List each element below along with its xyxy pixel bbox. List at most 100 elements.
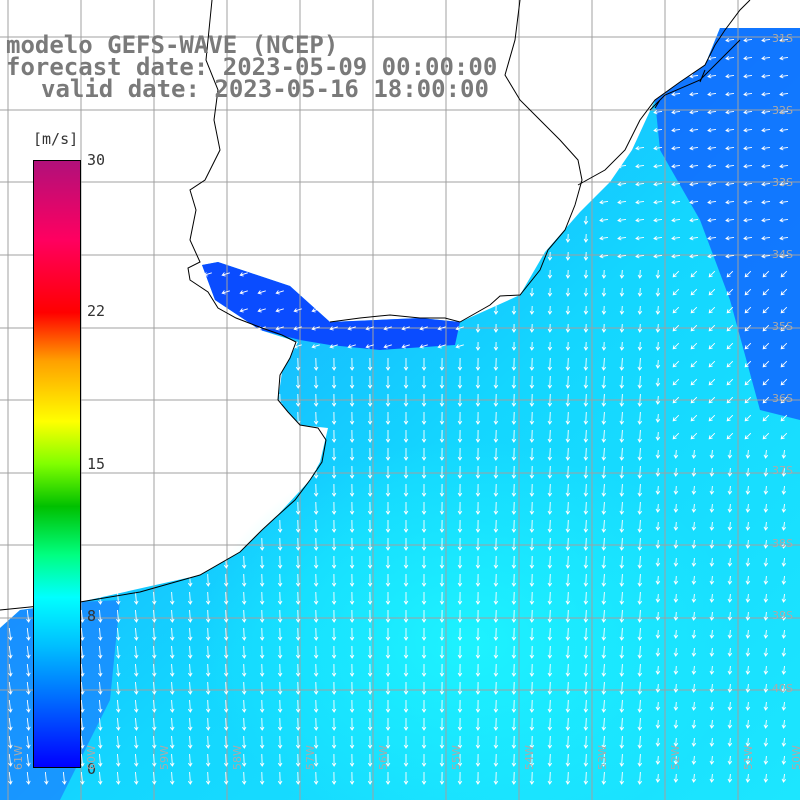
wind-arrow — [259, 717, 265, 731]
wind-arrow — [187, 591, 193, 605]
wind-arrow — [493, 681, 499, 695]
wind-arrow — [583, 251, 589, 261]
wind-arrow — [617, 217, 627, 223]
wind-arrow — [619, 519, 625, 533]
wind-arrow — [547, 573, 553, 587]
wind-arrow — [672, 342, 680, 350]
wind-arrow — [691, 539, 697, 549]
wind-arrow — [781, 719, 787, 729]
wind-arrow — [349, 519, 355, 533]
lat-label: 32S — [772, 104, 793, 117]
wind-arrow — [583, 663, 589, 677]
wind-arrow — [421, 448, 427, 461]
wind-arrow — [617, 181, 627, 187]
wind-arrow — [475, 375, 481, 389]
wind-arrow — [583, 357, 589, 371]
wind-arrow — [637, 305, 643, 315]
wind-arrow — [619, 699, 625, 713]
wind-arrow — [727, 575, 733, 585]
wind-arrow — [493, 555, 499, 569]
wind-arrow — [26, 609, 31, 623]
wind-arrow — [565, 269, 571, 279]
wind-arrow — [708, 342, 716, 350]
wind-arrow — [439, 555, 445, 569]
wind-arrow — [475, 663, 481, 677]
wind-arrow — [672, 288, 680, 296]
wind-arrow — [295, 771, 301, 785]
wind-arrow — [419, 326, 428, 331]
wind-arrow — [403, 718, 409, 731]
wind-arrow — [565, 519, 571, 533]
map-title-line3: valid date: 2023-05-16 18:00:00 — [41, 75, 489, 103]
wind-arrow — [347, 326, 356, 331]
wind-arrow — [709, 773, 715, 783]
wind-arrow — [763, 665, 769, 675]
wind-arrow — [762, 270, 770, 278]
wind-arrow — [349, 645, 355, 659]
wind-arrow — [385, 664, 391, 677]
wind-arrow — [187, 699, 193, 713]
wind-arrow — [673, 593, 679, 603]
wind-arrow — [152, 627, 157, 641]
wind-arrow — [655, 359, 661, 369]
wind-arrow — [601, 483, 607, 497]
wind-arrow — [779, 109, 789, 115]
wind-arrow — [475, 591, 481, 605]
wind-arrow — [744, 414, 752, 422]
wind-arrow — [277, 555, 283, 569]
wind-arrow — [277, 519, 283, 533]
wind-arrow — [691, 467, 697, 477]
wind-arrow — [349, 573, 355, 587]
wind-arrow — [653, 253, 663, 259]
wind-arrow — [277, 735, 283, 749]
wind-arrow — [635, 217, 645, 223]
wind-arrow — [295, 717, 301, 731]
wind-arrow — [313, 627, 319, 641]
wind-arrow — [565, 555, 571, 569]
wind-arrow — [401, 344, 410, 349]
wind-arrow — [403, 646, 409, 659]
wind-arrow — [421, 358, 427, 371]
wind-arrow — [493, 717, 499, 731]
wind-arrow — [457, 699, 463, 713]
wind-arrow — [601, 269, 607, 279]
wind-arrow — [511, 501, 517, 515]
wind-arrow — [726, 396, 734, 404]
wind-arrow — [691, 683, 697, 693]
wind-arrow — [547, 357, 553, 371]
wind-arrow — [725, 163, 735, 169]
wind-arrow — [744, 360, 752, 368]
wind-arrow — [709, 683, 715, 693]
wind-arrow — [727, 449, 733, 459]
wind-arrow — [655, 557, 661, 567]
wind-arrow — [565, 771, 571, 785]
lon-label: 57W — [304, 745, 317, 770]
wind-arrow — [367, 537, 373, 551]
wind-arrow — [727, 611, 733, 621]
wind-arrow — [259, 591, 265, 605]
wind-arrow — [493, 357, 499, 371]
wind-arrow — [313, 753, 319, 767]
wind-arrow — [169, 663, 175, 677]
wind-arrow — [187, 735, 193, 749]
wind-arrow — [779, 181, 789, 187]
wind-arrow — [439, 663, 445, 677]
coastline-east — [577, 0, 751, 186]
wind-arrow — [403, 754, 409, 767]
wind-arrow — [511, 447, 517, 461]
wind-arrow — [439, 411, 445, 425]
wind-arrow — [403, 736, 409, 749]
wind-arrow — [707, 235, 717, 241]
wind-arrow — [601, 447, 607, 461]
wind-arrow — [726, 360, 734, 368]
wind-arrow — [439, 717, 445, 731]
wind-arrow — [259, 735, 265, 749]
wind-arrow — [205, 663, 211, 677]
wind-arrow — [421, 556, 427, 569]
wind-arrow — [599, 235, 609, 241]
wind-arrow — [403, 772, 409, 785]
wind-arrow — [439, 393, 445, 407]
wind-arrow — [547, 537, 553, 551]
lon-label: 50W — [790, 745, 800, 770]
wind-arrow — [673, 665, 679, 675]
